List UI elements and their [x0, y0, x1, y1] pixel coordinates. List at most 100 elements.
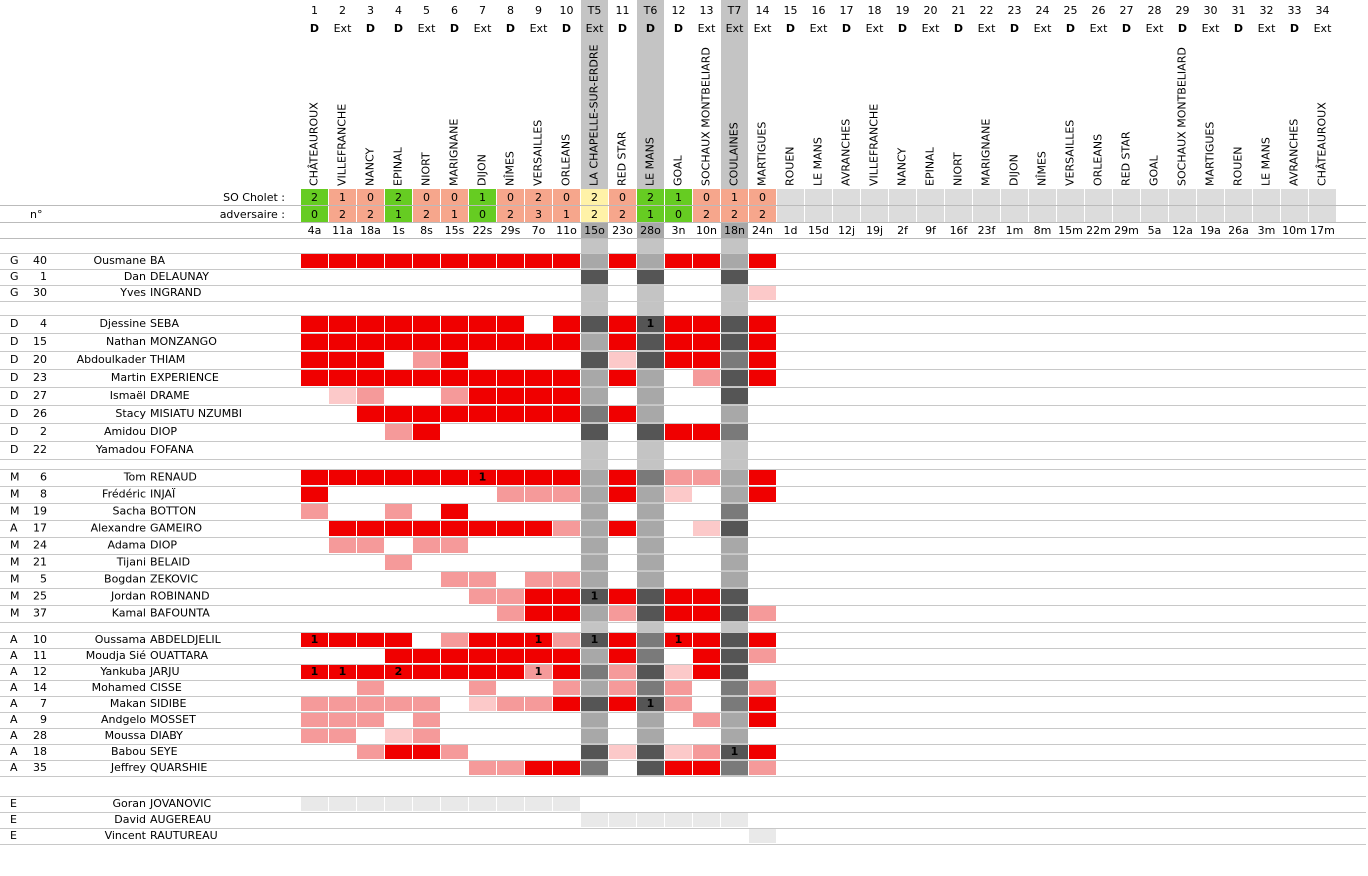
- score-adversaire: 0: [311, 208, 318, 221]
- last-name: DIOP: [150, 425, 177, 438]
- score-cell: [553, 189, 580, 205]
- cell: [581, 352, 608, 368]
- goal-count: 1: [479, 471, 487, 484]
- score-adversaire: 1: [395, 208, 402, 221]
- shirt-number: 40: [33, 254, 47, 267]
- cell: [441, 538, 468, 553]
- opponent: MARTIGUES: [1204, 122, 1217, 186]
- cell: [609, 745, 636, 759]
- cell: [525, 589, 552, 604]
- cell: [329, 665, 356, 679]
- venue: Ext: [754, 22, 772, 35]
- cell: [357, 370, 384, 386]
- cell: [721, 254, 748, 268]
- cell: [329, 713, 356, 727]
- score-cell: [1113, 189, 1140, 205]
- cell: [609, 606, 636, 621]
- cell: [721, 813, 748, 827]
- cell: [665, 254, 692, 268]
- cell: [385, 316, 412, 332]
- date: 22m: [1086, 224, 1111, 237]
- cell: [637, 729, 664, 743]
- cell: [497, 665, 524, 679]
- cell: [329, 633, 356, 647]
- cell: [721, 745, 748, 759]
- score-adversaire: 2: [731, 208, 738, 221]
- last-name: JARJU: [149, 665, 180, 678]
- cell: [301, 352, 328, 368]
- cell: [721, 555, 748, 570]
- score-cell: [1113, 206, 1140, 222]
- cell: [581, 729, 608, 743]
- date-cell: [637, 223, 664, 238]
- shirt-number: 19: [33, 505, 47, 518]
- cell: [301, 713, 328, 727]
- cell: [581, 254, 608, 268]
- score-cell: [469, 206, 496, 222]
- cell: [721, 424, 748, 440]
- venue: D: [562, 22, 571, 35]
- cell: [693, 316, 720, 332]
- cell: [301, 487, 328, 502]
- cell: [413, 745, 440, 759]
- cell: [693, 649, 720, 663]
- cell: [441, 254, 468, 268]
- match-number: T6: [643, 4, 658, 17]
- last-name: INGRAND: [150, 286, 201, 299]
- cell: [581, 538, 608, 553]
- date: 5a: [1148, 224, 1162, 237]
- opponent: SOCHAUX MONTBELIARD: [700, 47, 713, 186]
- venue: D: [1010, 22, 1019, 35]
- cell: [357, 713, 384, 727]
- score-cholet: 0: [563, 191, 570, 204]
- position: D: [10, 389, 18, 402]
- cell: [581, 521, 608, 536]
- score-adversaire: 2: [759, 208, 766, 221]
- match-number: 5: [423, 4, 430, 17]
- last-name: CISSE: [150, 681, 182, 694]
- shirt-number: 8: [40, 488, 47, 501]
- score-cell: [1309, 189, 1336, 205]
- shirt-number: 4: [40, 317, 47, 330]
- goal-count: 1: [535, 633, 543, 646]
- date: 15o: [584, 224, 605, 237]
- opponent: GOAL: [672, 154, 685, 186]
- opponent: DIJON: [476, 154, 489, 186]
- venue: Ext: [698, 22, 716, 35]
- cell: [665, 697, 692, 711]
- venue: Ext: [922, 22, 940, 35]
- cell: [385, 504, 412, 519]
- opponent: VERSAILLES: [532, 120, 545, 186]
- cell: [385, 370, 412, 386]
- cell: [693, 745, 720, 759]
- last-name: MISIATU NZUMBI: [150, 407, 242, 420]
- score-cell: [973, 189, 1000, 205]
- cell: [581, 334, 608, 350]
- goal-count: 1: [647, 697, 655, 710]
- cell: [329, 388, 356, 404]
- cell: [637, 370, 664, 386]
- cell: [721, 406, 748, 422]
- match-number: 18: [868, 4, 882, 17]
- match-number: 4: [395, 4, 402, 17]
- score-cholet: 0: [367, 191, 374, 204]
- cell: [609, 521, 636, 536]
- score-cell: [469, 189, 496, 205]
- cell: [441, 470, 468, 485]
- goal-count: 1: [647, 317, 655, 330]
- score-cell: [1309, 206, 1336, 222]
- cell: [497, 633, 524, 647]
- cell: [609, 813, 636, 827]
- date: 9f: [925, 224, 937, 237]
- venue: Ext: [1090, 22, 1108, 35]
- cell: [721, 504, 748, 519]
- match-number: 29: [1176, 4, 1190, 17]
- opponent: MARIGNANE: [980, 119, 993, 186]
- score-cholet: 1: [675, 191, 682, 204]
- cell: [497, 316, 524, 332]
- cell: [721, 487, 748, 502]
- cell: [665, 761, 692, 775]
- position: M: [10, 607, 20, 620]
- date: 18a: [360, 224, 381, 237]
- score-cell: [1169, 206, 1196, 222]
